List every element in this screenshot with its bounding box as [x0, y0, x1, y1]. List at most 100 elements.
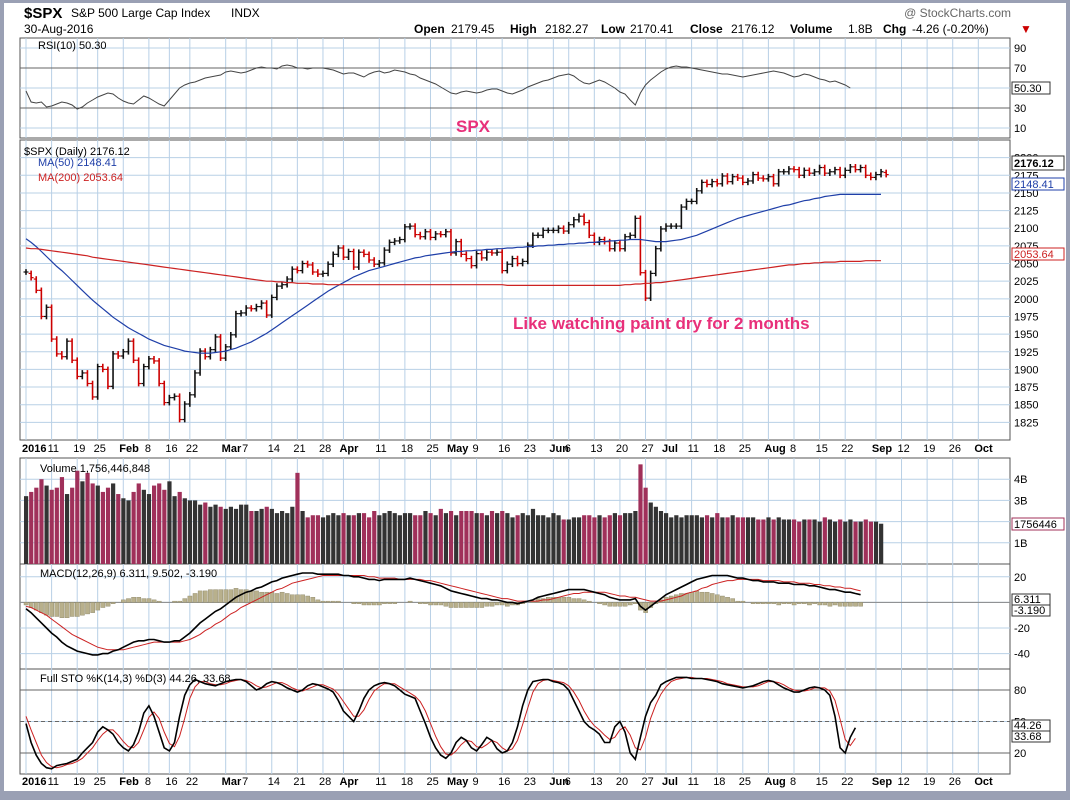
macd-histogram-bar	[494, 602, 500, 606]
macd-histogram-bar	[438, 602, 444, 606]
x-tick-label: 25	[426, 443, 438, 455]
macd-histogram-bar	[643, 602, 648, 613]
volume-bar	[198, 504, 203, 564]
macd-histogram-bar	[228, 589, 234, 603]
x-tick-label: 28	[319, 776, 331, 788]
volume-bar	[172, 496, 177, 564]
legends: RSI(10) 50.30 $SPX (Daily) 2176.12 MA(50…	[24, 40, 231, 685]
volume-bar	[152, 485, 157, 564]
volume-bar	[269, 508, 274, 564]
volume-bar	[111, 483, 116, 564]
volume-bar	[643, 487, 648, 564]
volume-bar	[617, 515, 623, 564]
y-tick-price: 1825	[1014, 417, 1038, 429]
high-value: 2182.27	[545, 22, 589, 36]
volume-bar	[786, 519, 792, 564]
macd-histogram-bar	[121, 599, 126, 603]
macd-histogram-bar	[627, 602, 633, 606]
volume-bar	[541, 515, 546, 564]
x-tick-label: 23	[524, 776, 536, 788]
x-tick-label: 7	[242, 776, 248, 788]
volume-bar	[157, 483, 162, 564]
macd-histogram-bar	[551, 597, 556, 603]
volume-bar	[592, 517, 597, 564]
x-tick-label: 27	[642, 776, 654, 788]
macd-histogram-bar	[561, 597, 566, 603]
volume-bar	[305, 517, 310, 564]
x-tick-label: Mar	[222, 776, 242, 788]
macd-histogram-bar	[786, 602, 792, 604]
volume-bar	[500, 511, 505, 564]
macd-histogram-bar	[571, 598, 577, 603]
macd-histogram-bar	[336, 600, 341, 603]
macd-histogram-bar	[725, 597, 730, 603]
volume-bar	[817, 521, 822, 564]
volume-bar	[710, 517, 715, 564]
volume-bar	[187, 500, 193, 564]
volume-bar	[116, 494, 121, 564]
macd-hist-last-value: -3.190	[1014, 605, 1045, 617]
volume-bar	[341, 513, 346, 564]
annotation-paint-dry: Like watching paint dry for 2 months	[513, 314, 810, 333]
x-tick-label: 26	[949, 776, 961, 788]
y-tick-price: 1900	[1014, 364, 1038, 376]
volume-bar	[223, 508, 228, 564]
macd-histogram-bar	[674, 594, 679, 603]
volume-bar	[674, 515, 679, 564]
macd-histogram-bar	[715, 594, 720, 603]
volume-bar	[402, 513, 408, 564]
volume-bar	[858, 521, 863, 564]
macd-histogram-bar	[837, 602, 843, 607]
volume-bar	[602, 517, 607, 564]
macd-histogram-bar	[771, 602, 776, 604]
x-tick-label: Jul	[662, 443, 678, 455]
volume-bar	[290, 506, 295, 564]
volume-bar	[781, 519, 786, 564]
volume-bar	[525, 515, 530, 564]
macd-histogram-bar	[827, 602, 833, 607]
volume-bar	[80, 481, 85, 564]
sto-k-line	[25, 676, 857, 770]
macd-histogram-bar	[576, 598, 582, 603]
volume-bar	[423, 511, 428, 564]
y-tick-volume: 3B	[1014, 495, 1027, 507]
macd-histogram-bar	[269, 591, 275, 603]
x-tick-label: 27	[642, 443, 654, 455]
y-tick-rsi: 30	[1014, 103, 1026, 115]
y-tick-price: 1875	[1014, 382, 1038, 394]
volume-bar	[653, 506, 658, 564]
macd-histogram-bar	[90, 602, 95, 613]
volume-bar	[812, 519, 817, 564]
volume-bar	[776, 517, 781, 564]
macd-histogram-bar	[464, 602, 469, 608]
volume-bar	[546, 517, 551, 564]
macd-histogram-bar	[791, 602, 797, 606]
volume-bar	[121, 498, 126, 564]
volume-bar	[597, 515, 602, 564]
volume-bar	[167, 481, 172, 564]
macd-histogram-bar	[755, 602, 761, 604]
x-tick-label: 18	[401, 443, 413, 455]
volume-bar	[64, 494, 70, 564]
x-tick-label: Mar	[222, 443, 242, 455]
x-tick-label: May	[447, 443, 469, 455]
volume-bar	[520, 513, 525, 564]
x-tick-label: Oct	[974, 443, 993, 455]
volume-bar	[694, 515, 699, 564]
macd-histogram-bar	[141, 598, 147, 603]
volume-bar	[725, 517, 730, 564]
macd-histogram-bar	[453, 602, 459, 608]
volume-bar	[192, 500, 198, 564]
x-tick-label: Aug	[764, 776, 785, 788]
volume-bar	[807, 519, 812, 564]
x-tick-label: 21	[293, 443, 305, 455]
macd-histogram-bar	[382, 602, 387, 604]
macd-histogram-bar	[581, 599, 587, 603]
volume-bar	[49, 489, 54, 564]
x-tick-label: 6	[565, 443, 571, 455]
volume-bar	[745, 517, 751, 564]
macd-histogram-bar	[817, 602, 822, 606]
macd-histogram-bar	[766, 602, 771, 604]
x-tick-label: 16	[498, 776, 510, 788]
macd-histogram-bar	[274, 593, 280, 603]
